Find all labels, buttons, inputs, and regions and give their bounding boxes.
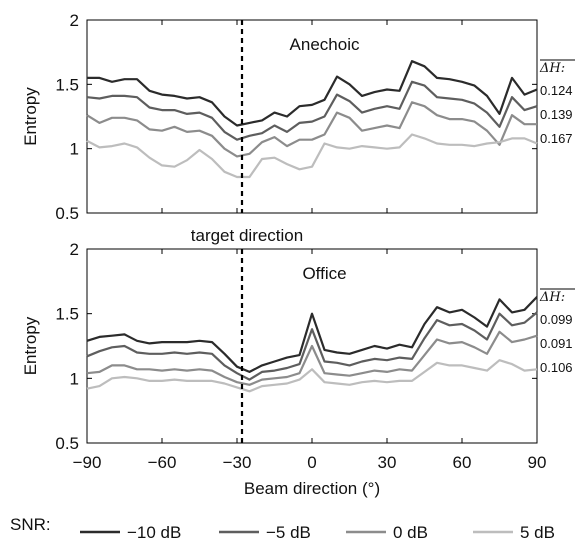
y-tick-label: 0.5 [55,204,79,223]
series-line [86,359,538,393]
series-line [86,311,538,381]
legend-label: 5 dB [520,523,555,540]
x-tick-label: −60 [148,453,177,472]
y-tick-label: 0.5 [55,434,79,453]
x-tick-label: 60 [453,453,472,472]
y-tick-label: 2 [70,11,79,30]
delta-h-label: ΔH: [539,61,565,76]
y-tick-label: 1 [70,140,79,159]
target-direction-label: target direction [191,226,303,245]
panel-title: Anechoic [290,35,360,54]
y-tick-label: 2 [70,240,79,259]
legend-label: −5 dB [266,523,311,540]
delta-h-value: 0.091 [540,336,573,351]
legend-title: SNR: [10,515,51,534]
x-tick-label: 90 [528,453,547,472]
x-axis-label: Beam direction (°) [244,479,380,498]
panel-title: Office [302,264,346,283]
legend-label: −10 dB [127,523,181,540]
x-tick-label: 30 [378,453,397,472]
x-tick-label: 0 [307,453,316,472]
delta-h-value: 0.099 [540,312,573,327]
series-line [86,330,538,386]
delta-h-label: ΔH: [539,290,565,305]
y-tick-label: 1.5 [55,305,79,324]
y-tick-label: 1.5 [55,75,79,94]
series-line [86,80,538,141]
delta-h-value: 0.106 [540,360,573,375]
series-line [87,60,538,127]
x-tick-label: −90 [73,453,102,472]
series-line [86,101,537,158]
series-line [86,133,538,179]
y-tick-label: 1 [70,369,79,388]
y-axis-label: Entropy [21,316,40,375]
delta-h-value: 0.167 [540,131,573,146]
x-tick-label: −30 [223,453,252,472]
legend-label: 0 dB [393,523,428,540]
y-axis-label: Entropy [21,87,40,146]
delta-h-value: 0.139 [540,107,573,122]
series-line [86,296,538,373]
delta-h-value: 0.124 [540,83,573,98]
